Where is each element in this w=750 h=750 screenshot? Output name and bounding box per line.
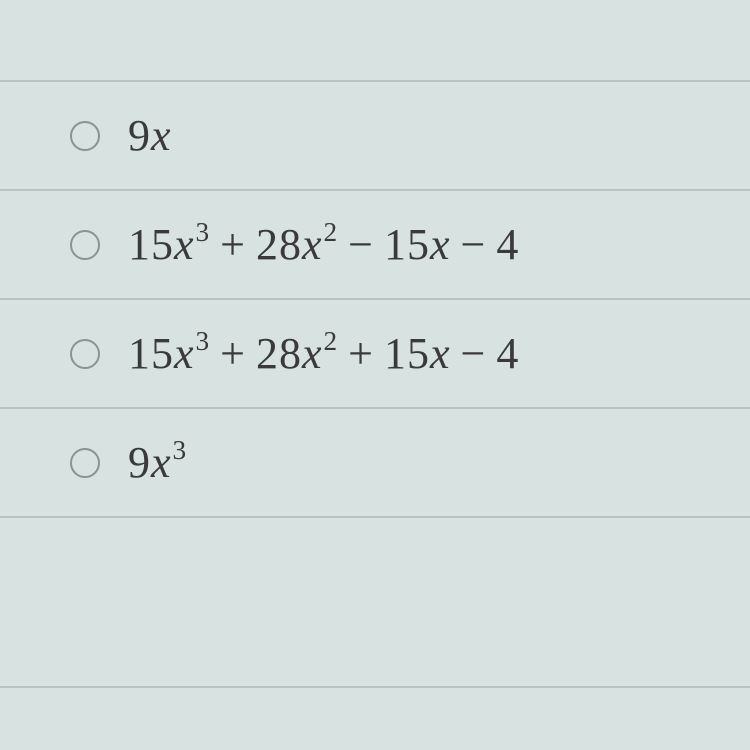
radio-button-b[interactable] — [70, 230, 100, 260]
radio-button-a[interactable] — [70, 121, 100, 151]
radio-button-c[interactable] — [70, 339, 100, 369]
option-a-expression: 9x — [128, 110, 172, 161]
coef: 28 — [256, 220, 302, 269]
op: + — [348, 329, 374, 378]
op: − — [348, 220, 374, 269]
op: + — [220, 220, 246, 269]
radio-button-d[interactable] — [70, 448, 100, 478]
op: − — [461, 329, 487, 378]
coef: 9 — [128, 111, 151, 160]
exp: 2 — [324, 217, 339, 247]
var: x — [302, 329, 323, 378]
coef: 28 — [256, 329, 302, 378]
option-c-expression: 15x3+28x2+15x−4 — [128, 328, 519, 379]
exp: 3 — [196, 217, 211, 247]
op: − — [461, 220, 487, 269]
option-row-b[interactable]: 15x3+28x2−15x−4 — [0, 189, 750, 298]
var: x — [151, 111, 172, 160]
coef: 4 — [496, 329, 519, 378]
option-row-d[interactable]: 9x3 — [0, 407, 750, 518]
option-b-expression: 15x3+28x2−15x−4 — [128, 219, 519, 270]
exp: 3 — [173, 435, 188, 465]
option-d-expression: 9x3 — [128, 437, 187, 488]
coef: 15 — [384, 220, 430, 269]
coef: 4 — [496, 220, 519, 269]
option-row-a[interactable]: 9x — [0, 80, 750, 189]
exp: 2 — [324, 326, 339, 356]
answer-options-list: 9x 15x3+28x2−15x−4 15x3+28x2+15x−4 9x3 — [0, 0, 750, 518]
exp: 3 — [196, 326, 211, 356]
var: x — [430, 329, 451, 378]
var: x — [174, 220, 195, 269]
coef: 15 — [128, 329, 174, 378]
var: x — [430, 220, 451, 269]
coef: 15 — [384, 329, 430, 378]
bottom-divider — [0, 686, 750, 688]
var: x — [174, 329, 195, 378]
var: x — [302, 220, 323, 269]
coef: 9 — [128, 438, 151, 487]
option-row-c[interactable]: 15x3+28x2+15x−4 — [0, 298, 750, 407]
coef: 15 — [128, 220, 174, 269]
op: + — [220, 329, 246, 378]
var: x — [151, 438, 172, 487]
